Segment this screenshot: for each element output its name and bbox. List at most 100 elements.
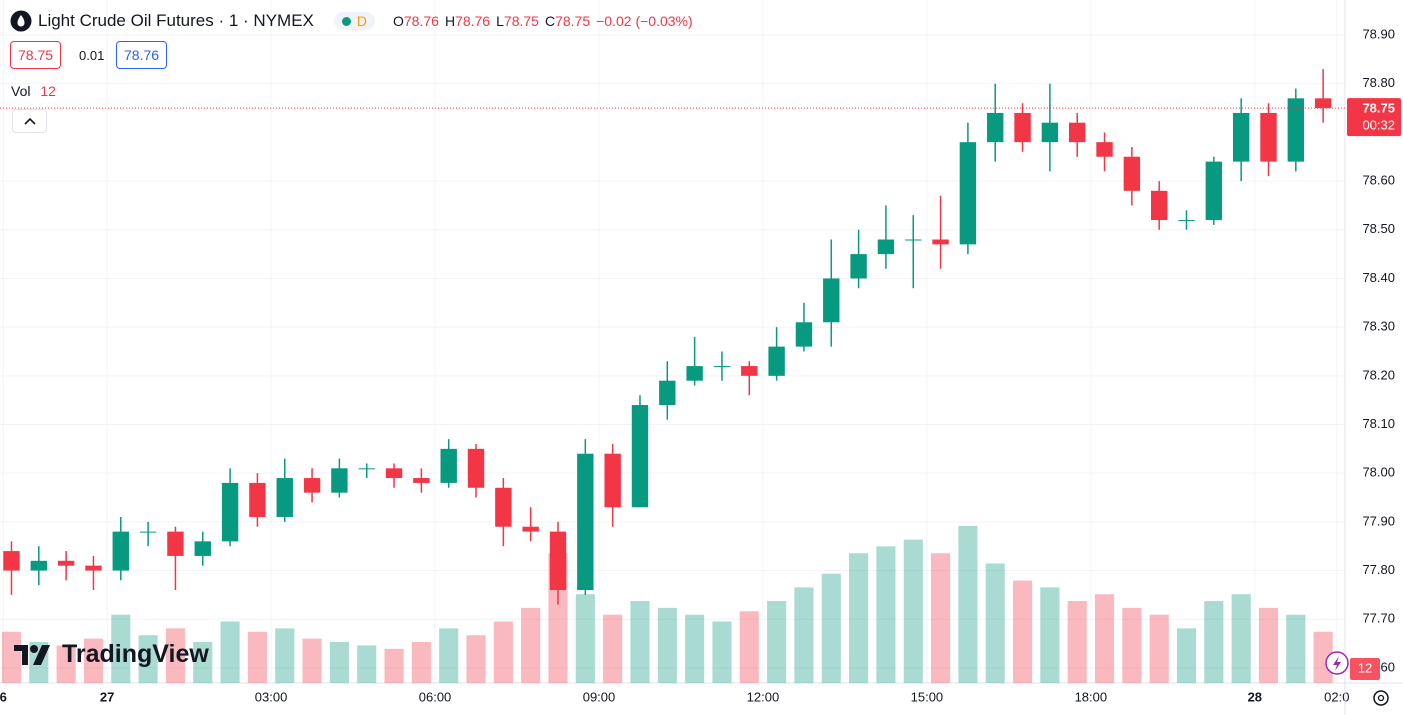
volume-bar: [83, 638, 104, 683]
candle-body: [276, 478, 293, 517]
logo-text: TradingView: [62, 640, 209, 668]
x-tick-label: 03:00: [255, 689, 288, 704]
candle-body: [57, 560, 75, 566]
volume-bar: [521, 607, 541, 683]
volume-bar: [575, 594, 595, 683]
candle-body: [440, 448, 457, 483]
candle-body: [1260, 112, 1277, 162]
chevron-icon: [23, 117, 36, 125]
candle-body: [3, 551, 20, 571]
candle-body: [1041, 122, 1059, 143]
candle-body: [905, 239, 922, 241]
candle-body: [194, 541, 211, 556]
spread: 0.01: [79, 48, 105, 63]
x-tick-label: 06:00: [419, 689, 452, 704]
candle-body: [713, 366, 731, 368]
candle-body: [467, 448, 485, 488]
volume-bar: [1204, 601, 1224, 683]
x-tick-label: 09:00: [583, 689, 616, 704]
logo-mark: [14, 644, 50, 665]
ohlc-value: 78.76: [455, 13, 491, 29]
ohlc-key: O: [393, 13, 404, 29]
ohlc-key: L: [496, 13, 504, 29]
volume-bar: [302, 638, 322, 683]
market-status[interactable]: D: [333, 12, 375, 30]
candle-body: [631, 405, 649, 508]
ohlc-legend: O78.76 H78.76 L78.75 C78.75 −0.02 (−0.03%): [393, 13, 693, 29]
candle-body: [577, 453, 594, 591]
candle-body: [959, 142, 977, 245]
last-price-box: [1347, 98, 1401, 137]
symbol-title[interactable]: Light Crude Oil Futures · 1 · NYMEX: [38, 11, 314, 30]
bid-price[interactable]: 78.75: [10, 41, 62, 69]
candle-body: [249, 482, 266, 517]
x-tick-label: 18:00: [1075, 689, 1108, 704]
x-tick-label: 02:0: [1324, 689, 1349, 704]
candle-body: [987, 112, 1004, 143]
volume-value: 12: [40, 83, 56, 99]
candle-body: [331, 468, 348, 493]
volume-bar: [1067, 601, 1087, 683]
candle-body: [795, 322, 813, 347]
alert-button[interactable]: [1325, 651, 1349, 675]
volume-bar: [849, 553, 869, 683]
candle-body: [1205, 161, 1223, 221]
volume-bar: [1094, 594, 1115, 683]
volume-bar: [165, 628, 185, 683]
y-tick-label: 78.80: [1362, 75, 1395, 90]
x-tick-label: 27: [100, 689, 114, 704]
volume-bar: [1258, 607, 1279, 683]
y-tick-label: 78.30: [1362, 319, 1395, 334]
volume-bar: [111, 614, 131, 683]
y-tick-label: 78.20: [1362, 367, 1395, 382]
y-tick-label: 78.10: [1362, 416, 1395, 431]
candle-body: [549, 531, 567, 591]
volume-bar: [603, 614, 623, 683]
volume-bar: [1149, 614, 1169, 683]
settings-hub: [1377, 694, 1385, 702]
volume-bar: [657, 607, 677, 683]
settings-button[interactable]: [1373, 690, 1389, 706]
candle-body: [659, 380, 676, 406]
y-tick-label: 78.90: [1362, 26, 1395, 41]
volume-bar: [56, 645, 76, 683]
x-tick-label: 15:00: [911, 689, 944, 704]
candle-body: [1232, 112, 1250, 162]
volume-bar: [220, 621, 240, 683]
volume-bar: [493, 621, 513, 683]
candle-body: [495, 487, 512, 527]
candle-body: [30, 560, 48, 571]
volume-bar: [1122, 607, 1142, 683]
symbol-header: Light Crude Oil Futures · 1 · NYMEX D O 7…: [10, 10, 693, 32]
y-tick-label: 77.70: [1362, 611, 1395, 626]
x-tick-label: 12:00: [747, 689, 780, 704]
volume-bar: [903, 539, 923, 683]
volume-bar: [712, 621, 732, 683]
volume-bar: [821, 573, 841, 683]
candle-body: [1287, 98, 1305, 162]
volume-bar: [1012, 580, 1033, 683]
candle-body: [413, 478, 430, 483]
ask-price[interactable]: 78.76: [116, 41, 168, 69]
candle-body: [604, 453, 621, 508]
volume-bar: [685, 614, 705, 683]
candle-body: [877, 239, 895, 255]
volume-bar: [931, 553, 951, 683]
volume-bar: [1286, 614, 1306, 683]
collapse-button[interactable]: [12, 109, 47, 133]
ohlc-value: 78.75: [503, 13, 539, 29]
candle-body: [85, 565, 102, 571]
y-tick-label: 78.60: [1362, 173, 1395, 188]
candle-body: [139, 531, 157, 533]
tradingview-logo[interactable]: TradingView: [14, 640, 209, 669]
candle-body: [741, 366, 758, 376]
candle-body: [932, 239, 949, 245]
volume-box: [1350, 658, 1380, 680]
ohlc-value: 78.75: [555, 13, 591, 29]
volume-bar: [876, 546, 896, 683]
volume-bar: [439, 628, 459, 683]
y-tick-label: 77.90: [1362, 513, 1395, 528]
y-tick-label: 78.00: [1362, 465, 1395, 480]
alert-icon: [1333, 656, 1341, 671]
